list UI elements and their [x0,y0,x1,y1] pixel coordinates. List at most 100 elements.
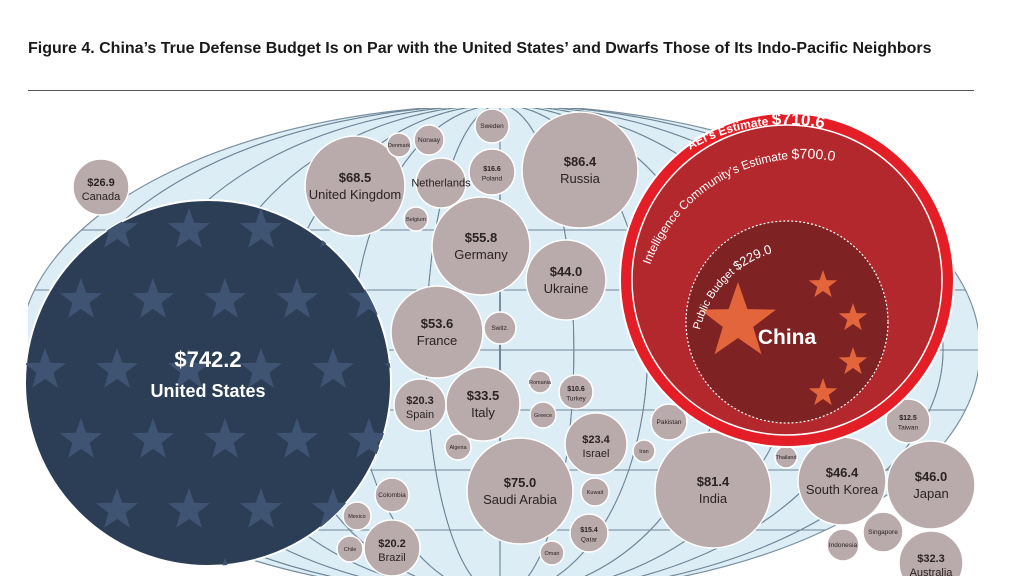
star-icon [96,348,138,388]
bubble-saudi-arabia: $75.0 Saudi Arabia [466,437,574,545]
star-icon [348,278,390,318]
bubble-circle [521,111,639,229]
bubble-name: Qatar [581,537,598,544]
bubble-value: $20.2 [378,538,406,550]
bubble-circle [569,513,609,553]
bubble-value: $86.4 [564,154,597,169]
star-icon [312,488,354,528]
bubble-name: Brazil [378,552,406,564]
bubble-name: Belgium [406,217,426,223]
bubble-name: Chile [344,547,357,553]
star-icon [204,278,246,318]
bubble-value: $16.6 [483,166,501,173]
bubble-value: $75.0 [504,475,537,490]
bubble-name: United States [150,381,265,401]
star-icon [96,208,138,248]
bubble-kuwait: Kuwait [580,477,610,507]
bubble-value: $46.0 [915,469,948,484]
star-icon [60,418,102,458]
bubble-name: Singapore [868,529,898,536]
bubble-name: Pakistan [657,419,682,426]
bubble-name: Algeria [449,445,467,451]
bubble-japan: $46.0 Japan [886,440,976,530]
star-icon [700,282,776,355]
bubble-circle [580,477,610,507]
bubble-circle [363,519,421,576]
star-icon [838,303,868,331]
bubble-name: Taiwan [898,425,919,432]
star-icon [240,348,282,388]
bubble-circle [468,148,516,196]
star-icon [132,418,174,458]
bubble-circle [650,403,688,441]
bubble-belgium: Belgium [403,206,429,232]
bubble-value: $742.2 [174,347,241,372]
star-icon [808,378,838,406]
bubble-italy: $33.5 Italy [445,366,521,442]
china-public-circle [685,220,889,424]
star-icon [168,348,210,388]
bubble-value: $33.5 [467,388,500,403]
bubble-circle [474,108,510,144]
bubble-circle [826,528,860,562]
bubble-name: Saudi Arabia [483,492,557,507]
bubble-circle [445,366,521,442]
bubble-romania: Romania [528,370,552,394]
bubble-circle [797,436,887,526]
star-icon [25,348,66,388]
bubble-circle [336,535,364,563]
star-icon [276,278,318,318]
bubble-sweden: Sweden [474,108,510,144]
bubble-singapore: Singapore [862,511,904,553]
bubble-algeria: Algeria [444,433,472,461]
bubble-circle [525,239,607,321]
bubble-pakistan: Pakistan [650,403,688,441]
bubble-name: Ukraine [544,281,589,296]
bubble-value: $81.4 [697,474,730,489]
bubble-circle [558,374,594,410]
star-icon [808,270,838,298]
bubble-circle [72,158,130,216]
bubble-switz: Switz. [483,311,517,345]
bubble-spain: $20.3 Spain [393,378,447,432]
bubble-circle [415,157,467,209]
bubble-chile: Chile [336,535,364,563]
bubble-name: Italy [471,405,495,420]
bubble-circle [374,477,410,513]
star-icon [60,278,102,318]
bubble-indonesia: Indonesia [826,528,860,562]
bubble-oman: Oman [539,540,565,566]
bubble-name: Spain [406,409,434,421]
bubble-name: India [699,491,728,506]
star-icon [25,488,66,528]
bubble-india: $81.4 India [654,431,772,549]
bubble-name: Israel [583,448,610,460]
bubble-circle [413,124,445,156]
bubble-name: Russia [560,171,601,186]
bubbles-layer: $742.2 United States $26.9 Canada $68.5 Unite… [24,108,976,576]
bubble-value: $46.4 [826,465,859,480]
bubble-value: $55.8 [465,230,498,245]
bubble-name: Mexico [348,514,365,520]
star-icon [204,418,246,458]
bubble-circle [885,398,931,444]
bubble-germany: $55.8 Germany [431,196,531,296]
bubble-iran: Iran [632,439,656,463]
bubble-circle [886,440,976,530]
bubble-thailand: Thailand [774,445,798,469]
bubble-name: United Kingdom [309,187,402,202]
map-meridian [499,108,501,576]
bubble-name: Thailand [775,455,796,461]
bubble-poland: $16.6 Poland [468,148,516,196]
star-icon [276,418,318,458]
star-icon [60,558,102,566]
bubble-circle [483,311,517,345]
bubble-circle [403,206,429,232]
bubble-value: $23.4 [582,434,610,446]
bubble-colombia: Colombia [374,477,410,513]
bubble-name: Norway [418,137,441,144]
bubble-name: Sweden [480,123,504,130]
bubble-circle [529,401,557,429]
bubble-circle [386,132,412,158]
